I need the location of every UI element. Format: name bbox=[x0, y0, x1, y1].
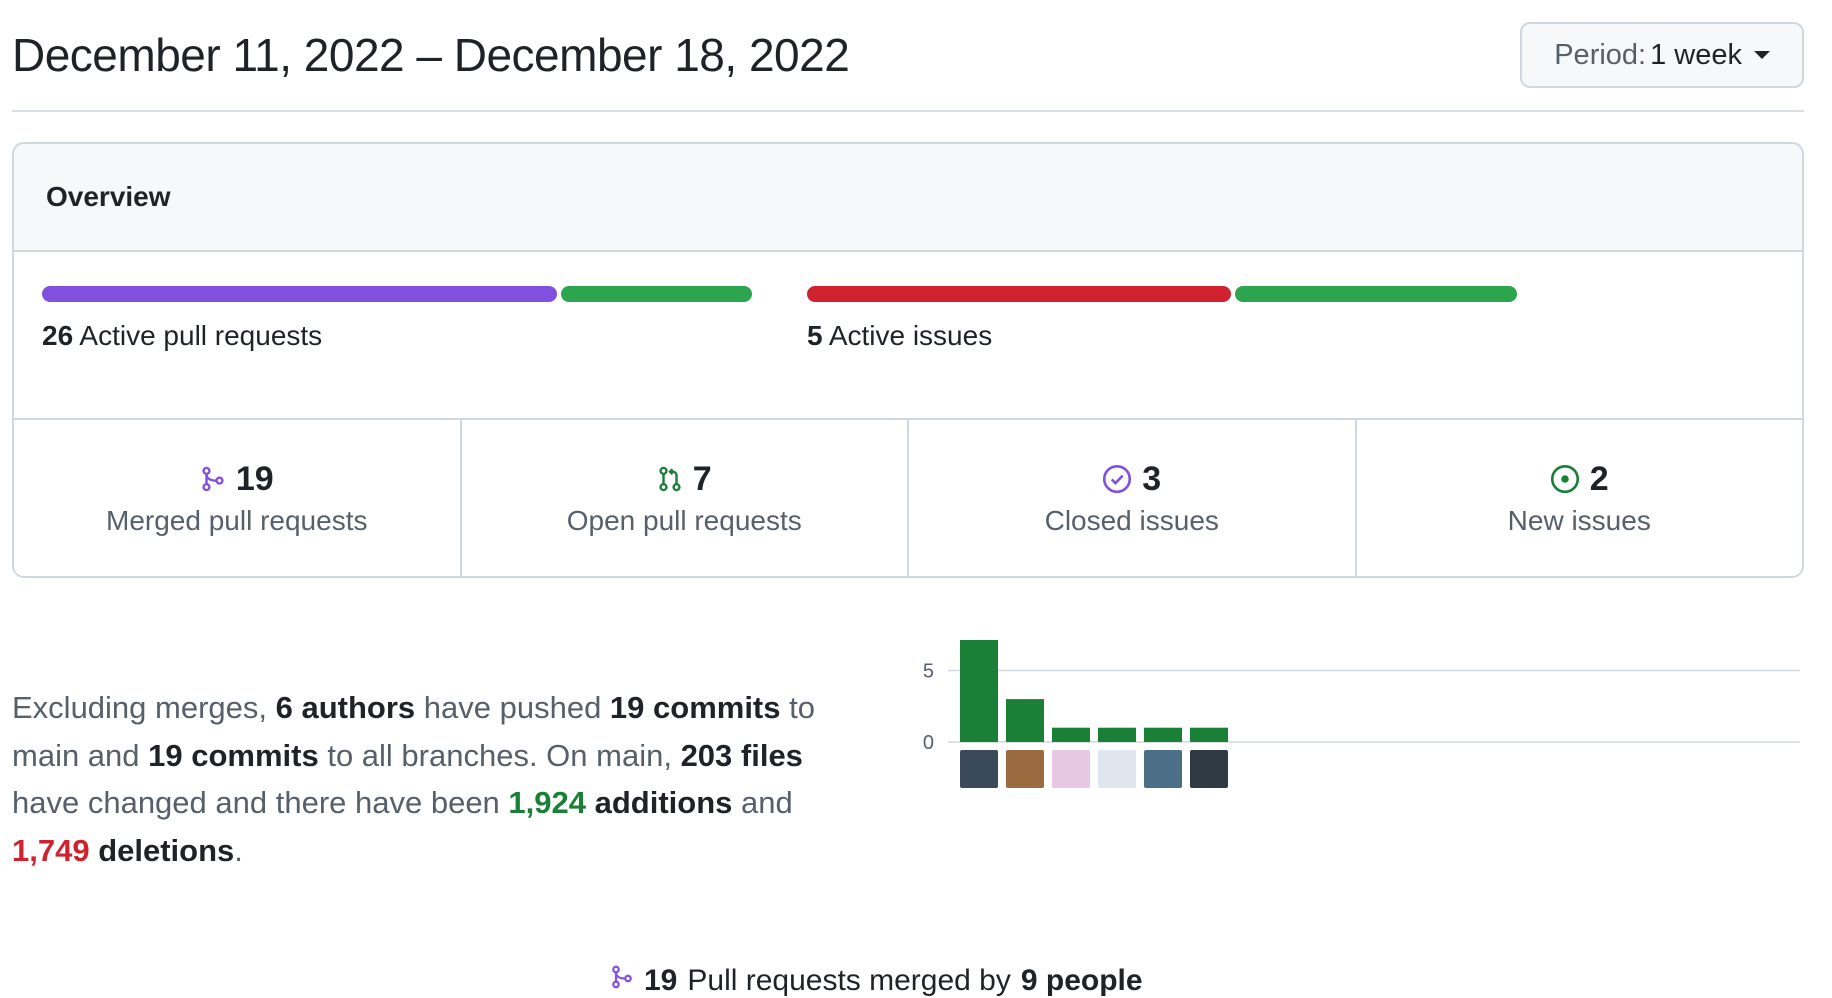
merged-pr-segment bbox=[42, 286, 557, 302]
closed-issues-value: 3 bbox=[1142, 459, 1162, 498]
overview-stats: 19 Merged pull requests 7 Open pull requ… bbox=[14, 420, 1802, 576]
merge-icon bbox=[200, 465, 226, 493]
merged-pull-requests-label: Merged pull requests bbox=[106, 504, 368, 536]
open-pull-requests-value: 7 bbox=[692, 459, 712, 498]
merge-icon bbox=[610, 964, 634, 998]
overview-title: Overview bbox=[46, 181, 171, 212]
author-avatar bbox=[1144, 750, 1182, 788]
summary-text: and bbox=[732, 785, 793, 820]
merged-pull-requests-stat[interactable]: 19 Merged pull requests bbox=[14, 420, 462, 576]
summary-text: have changed and there have been bbox=[12, 785, 509, 820]
files-changed-count: 203 files bbox=[680, 737, 803, 773]
issue-opened-icon bbox=[1550, 464, 1580, 494]
deletions-label: deletions bbox=[98, 832, 235, 868]
summary-text: . bbox=[234, 832, 243, 868]
period-label: Period: bbox=[1554, 38, 1647, 71]
period-value: 1 week bbox=[1650, 38, 1742, 71]
commits-summary: Excluding merges, 6 authors have pushed … bbox=[12, 684, 852, 874]
additions-label: additions bbox=[594, 785, 733, 820]
active-issues-label: Active issues bbox=[828, 320, 993, 351]
page-header: December 11, 2022 – December 18, 2022 Pe… bbox=[12, 0, 1804, 112]
author-avatar bbox=[1190, 750, 1228, 788]
summary-text: to main and bbox=[12, 690, 815, 773]
deletions-count: 1,749 bbox=[12, 832, 90, 868]
commit-bar bbox=[1190, 727, 1228, 742]
closed-issues-segment bbox=[807, 286, 1231, 302]
period-select-button[interactable]: Period: 1 week bbox=[1520, 22, 1804, 88]
pull-request-icon bbox=[657, 465, 683, 493]
summary-text: Excluding merges, bbox=[12, 690, 276, 725]
author-avatar bbox=[1098, 750, 1136, 788]
merged-pr-footer-people[interactable]: 9 people bbox=[1020, 964, 1143, 997]
authors-count[interactable]: 6 authors bbox=[275, 690, 416, 725]
open-pull-requests-stat[interactable]: 7 Open pull requests bbox=[462, 420, 909, 576]
commits-by-author-chart: 0510 bbox=[923, 640, 1800, 788]
merged-pr-footer-text: Pull requests merged by bbox=[687, 964, 1011, 997]
active-pull-requests-count: 26 bbox=[42, 320, 74, 351]
closed-issues-stat[interactable]: 3 Closed issues bbox=[909, 420, 1357, 576]
overview-summary: 26 Active pull requests 5 Active issues bbox=[14, 252, 1802, 420]
summary-text: have pushed bbox=[415, 690, 610, 725]
new-issues-label: New issues bbox=[1507, 504, 1651, 536]
author-avatar bbox=[960, 750, 998, 788]
active-pull-requests-summary[interactable]: 26 Active pull requests bbox=[42, 320, 322, 352]
new-issues-value: 2 bbox=[1589, 459, 1609, 498]
y-tick-label: 0 bbox=[923, 732, 934, 754]
issues-ratio-bar bbox=[807, 286, 1517, 302]
active-issues-count: 5 bbox=[807, 320, 823, 351]
merged-pr-footer: 19 Pull requests merged by 9 people bbox=[610, 964, 1143, 998]
new-issues-stat[interactable]: 2 New issues bbox=[1357, 420, 1803, 576]
merged-pr-footer-count: 19 bbox=[644, 964, 678, 997]
commit-bar bbox=[1144, 727, 1182, 742]
y-tick-label: 5 bbox=[923, 661, 934, 683]
active-issues-summary[interactable]: 5 Active issues bbox=[807, 320, 992, 352]
issue-closed-icon bbox=[1102, 464, 1132, 494]
pull-requests-ratio-bar bbox=[42, 286, 752, 302]
open-pull-requests-label: Open pull requests bbox=[566, 504, 802, 536]
closed-issues-label: Closed issues bbox=[1044, 504, 1219, 536]
overview-panel: Overview 26 Active pull requests 5 Activ… bbox=[12, 142, 1804, 578]
date-range-title: December 11, 2022 – December 18, 2022 bbox=[12, 29, 850, 81]
commit-bar bbox=[1052, 727, 1090, 742]
author-avatar bbox=[1006, 750, 1044, 788]
summary-text: to all branches. On main, bbox=[318, 737, 681, 773]
merged-pull-requests-value: 19 bbox=[235, 459, 274, 498]
overview-header: Overview bbox=[14, 144, 1802, 252]
author-avatar bbox=[1052, 750, 1090, 788]
commit-bar bbox=[1098, 727, 1136, 742]
open-pr-segment bbox=[561, 286, 752, 302]
commits-all-count[interactable]: 19 commits bbox=[148, 737, 319, 773]
caret-down-icon bbox=[1754, 51, 1770, 59]
new-issues-segment bbox=[1235, 286, 1517, 302]
commits-main-count[interactable]: 19 commits bbox=[609, 690, 781, 725]
commit-bar bbox=[960, 640, 998, 742]
active-pull-requests-label: Active pull requests bbox=[79, 320, 323, 351]
commit-bar bbox=[1006, 699, 1044, 742]
additions-count: 1,924 bbox=[508, 785, 586, 820]
